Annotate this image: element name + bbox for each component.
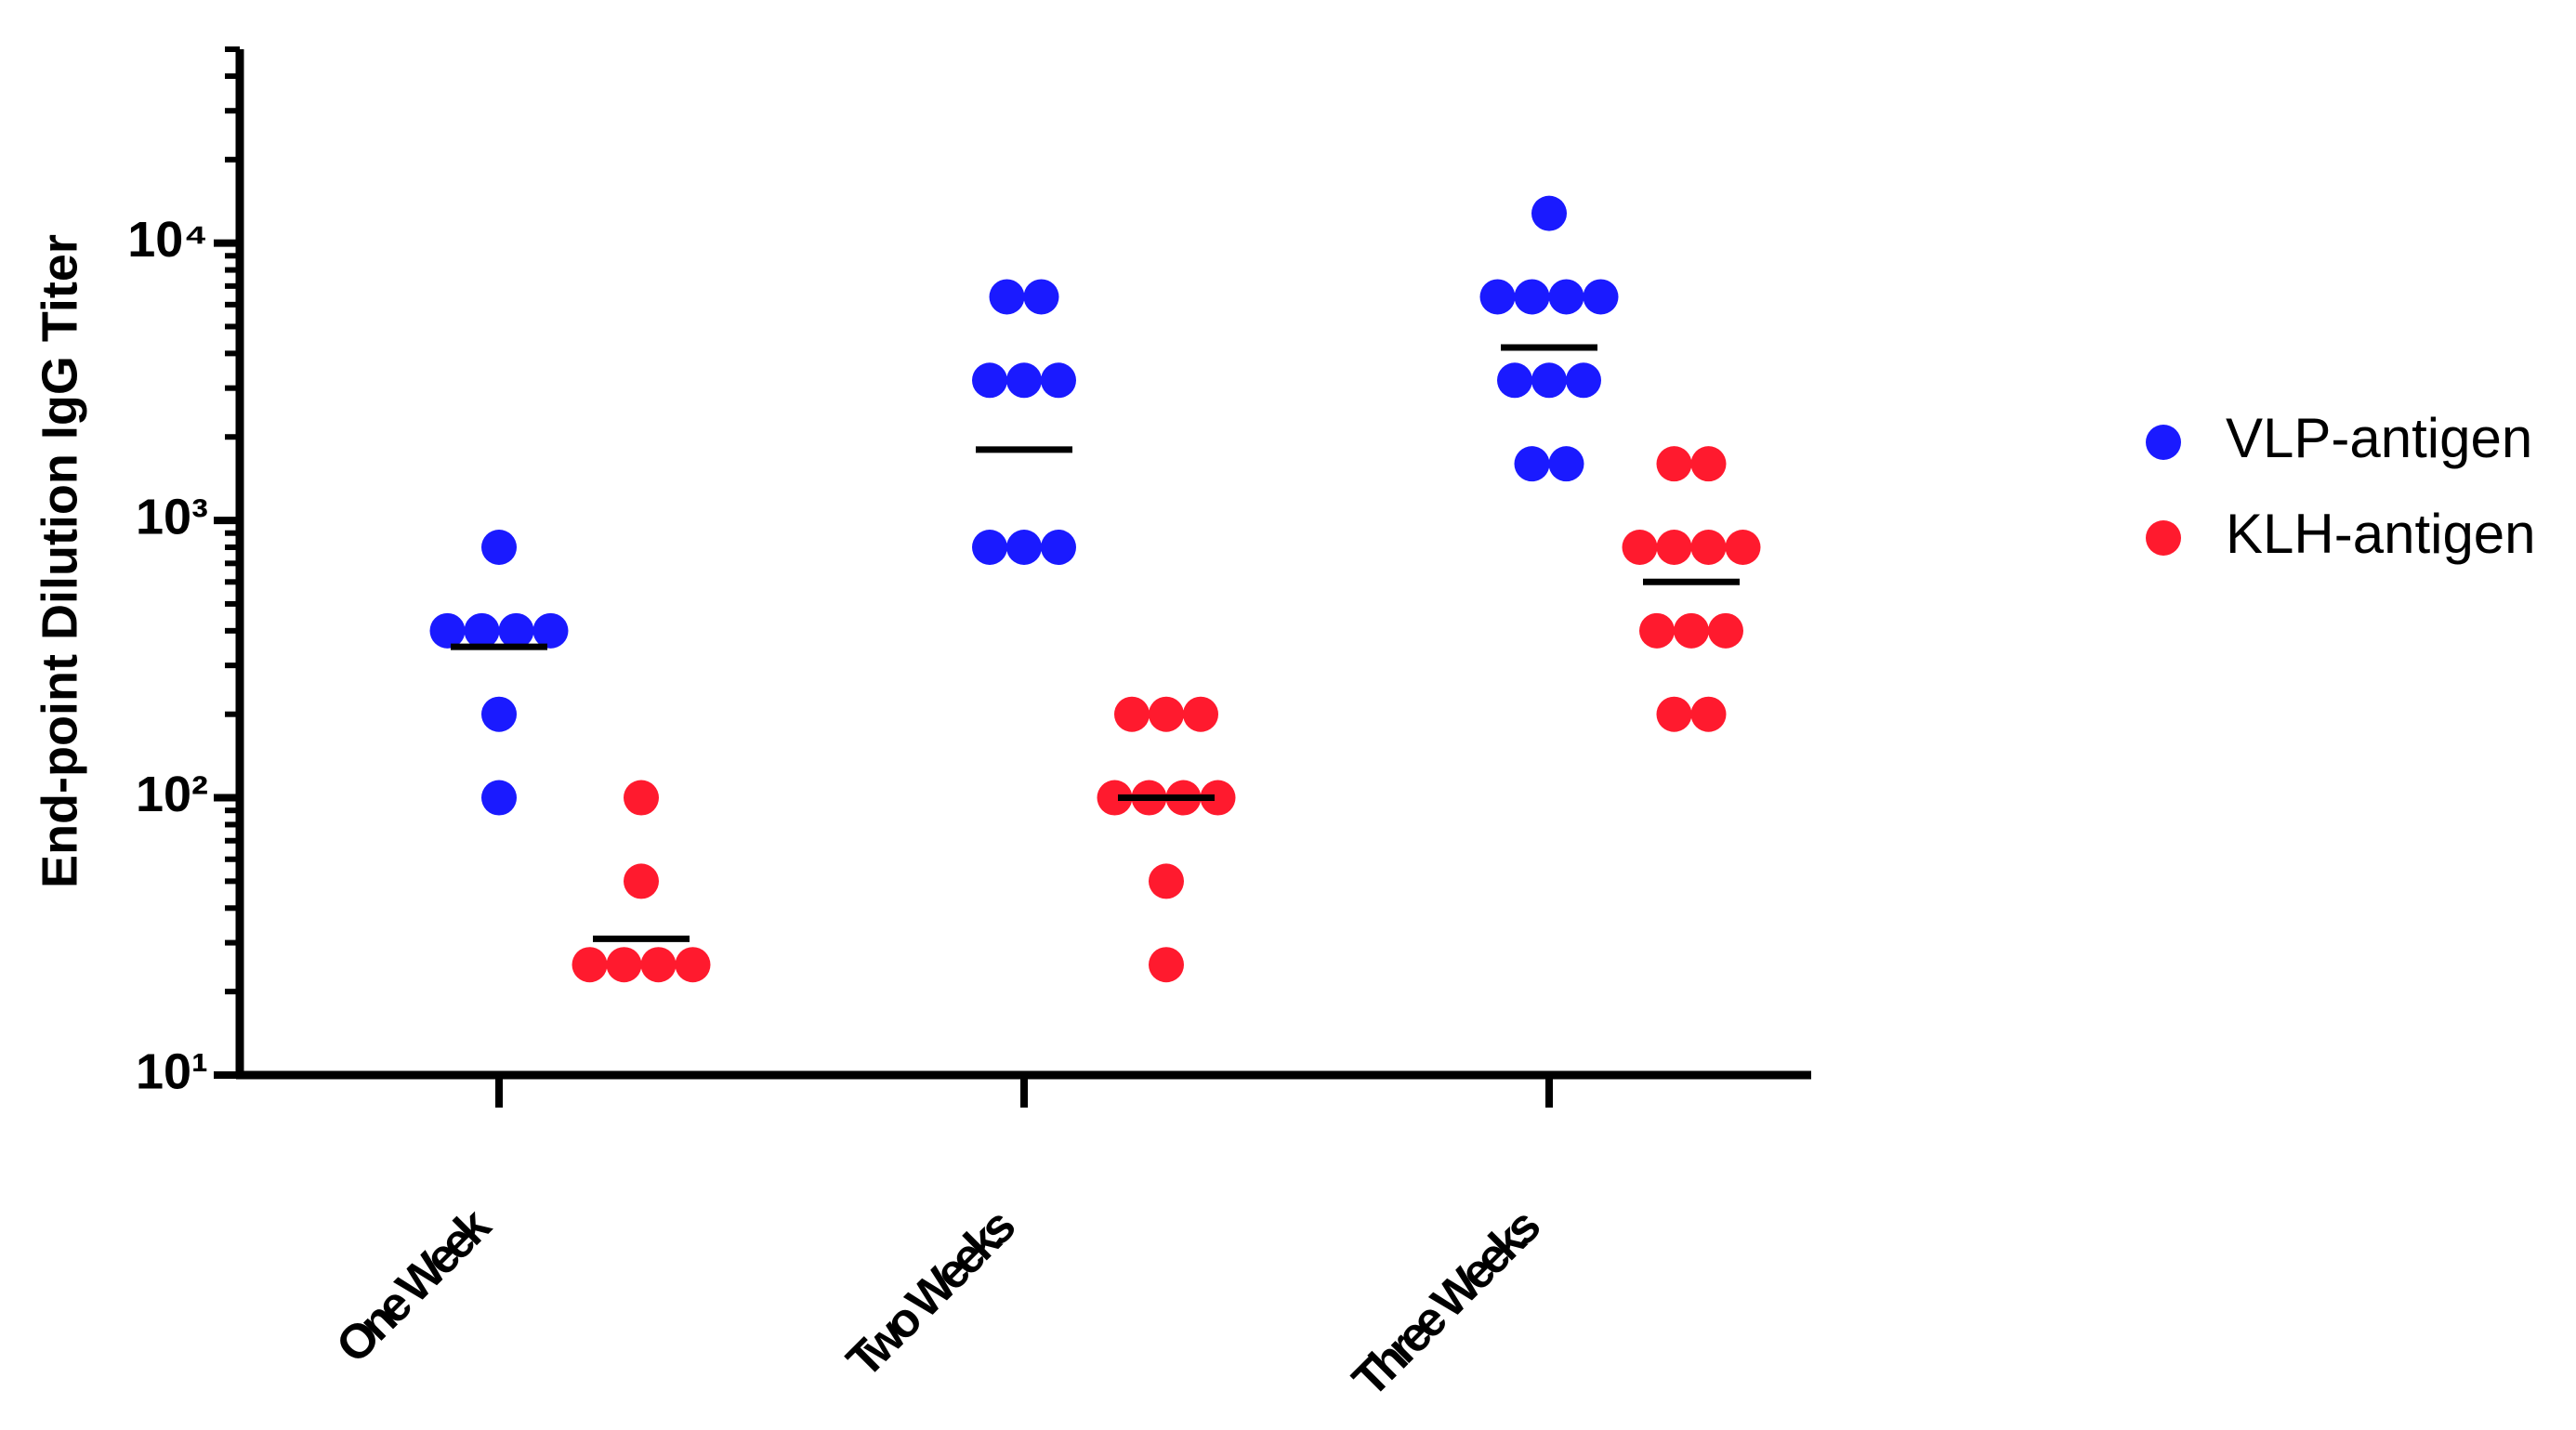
dot (1725, 530, 1761, 566)
dot (429, 612, 466, 649)
dot (1149, 947, 1184, 983)
legend-label: KLH-antigen (2226, 503, 2536, 565)
dot (1514, 279, 1550, 315)
dot (1639, 612, 1675, 649)
dot (1690, 446, 1727, 482)
dot (1114, 696, 1150, 732)
dot (972, 362, 1007, 399)
dot (1497, 362, 1532, 399)
dot (1023, 279, 1059, 315)
legend-marker (2146, 425, 2181, 460)
dot (1531, 195, 1567, 231)
y-axis-label: End-point Dilution IgG Titer (32, 234, 87, 888)
dot (1622, 530, 1658, 566)
dot (1656, 530, 1692, 566)
dot (624, 863, 659, 899)
dot (498, 612, 534, 649)
dot (481, 530, 517, 566)
dot (606, 947, 642, 983)
dot (464, 612, 500, 649)
dot (1200, 780, 1236, 816)
dot (1674, 612, 1709, 649)
dot (1548, 446, 1584, 482)
dot (1183, 696, 1218, 732)
dot (989, 279, 1025, 315)
dot (675, 947, 711, 983)
dot (1514, 446, 1550, 482)
y-tick-label: 10³ (136, 489, 208, 544)
dot (640, 947, 677, 983)
x-tick-label: Two Weeks (837, 1200, 1026, 1388)
dot (1006, 530, 1042, 566)
x-tick-label: One Week (326, 1199, 501, 1373)
dot (1656, 446, 1692, 482)
dot (1149, 696, 1184, 732)
dot (1006, 362, 1042, 399)
dot (1041, 530, 1076, 566)
dot (972, 530, 1007, 566)
dot (1690, 696, 1727, 732)
y-tick-label: 10⁴ (127, 212, 208, 268)
dot (624, 780, 659, 816)
legend-label: VLP-antigen (2226, 407, 2532, 469)
dot (1656, 696, 1692, 732)
dot (1479, 279, 1516, 315)
dot (1690, 530, 1727, 566)
dot (1548, 279, 1584, 315)
dot (1708, 612, 1743, 649)
dot (532, 612, 569, 649)
dot (1531, 362, 1567, 399)
dot (1149, 863, 1184, 899)
x-tick-label: Three Weeks (1343, 1200, 1550, 1407)
y-tick-label: 10¹ (136, 1043, 208, 1099)
dot (481, 780, 517, 816)
dot (481, 696, 517, 732)
y-tick-label: 10² (136, 767, 208, 822)
dot (1097, 780, 1133, 816)
dot (1583, 279, 1619, 315)
dot (1041, 362, 1076, 399)
dot (1566, 362, 1601, 399)
dot (572, 947, 608, 983)
legend-marker (2146, 520, 2181, 556)
